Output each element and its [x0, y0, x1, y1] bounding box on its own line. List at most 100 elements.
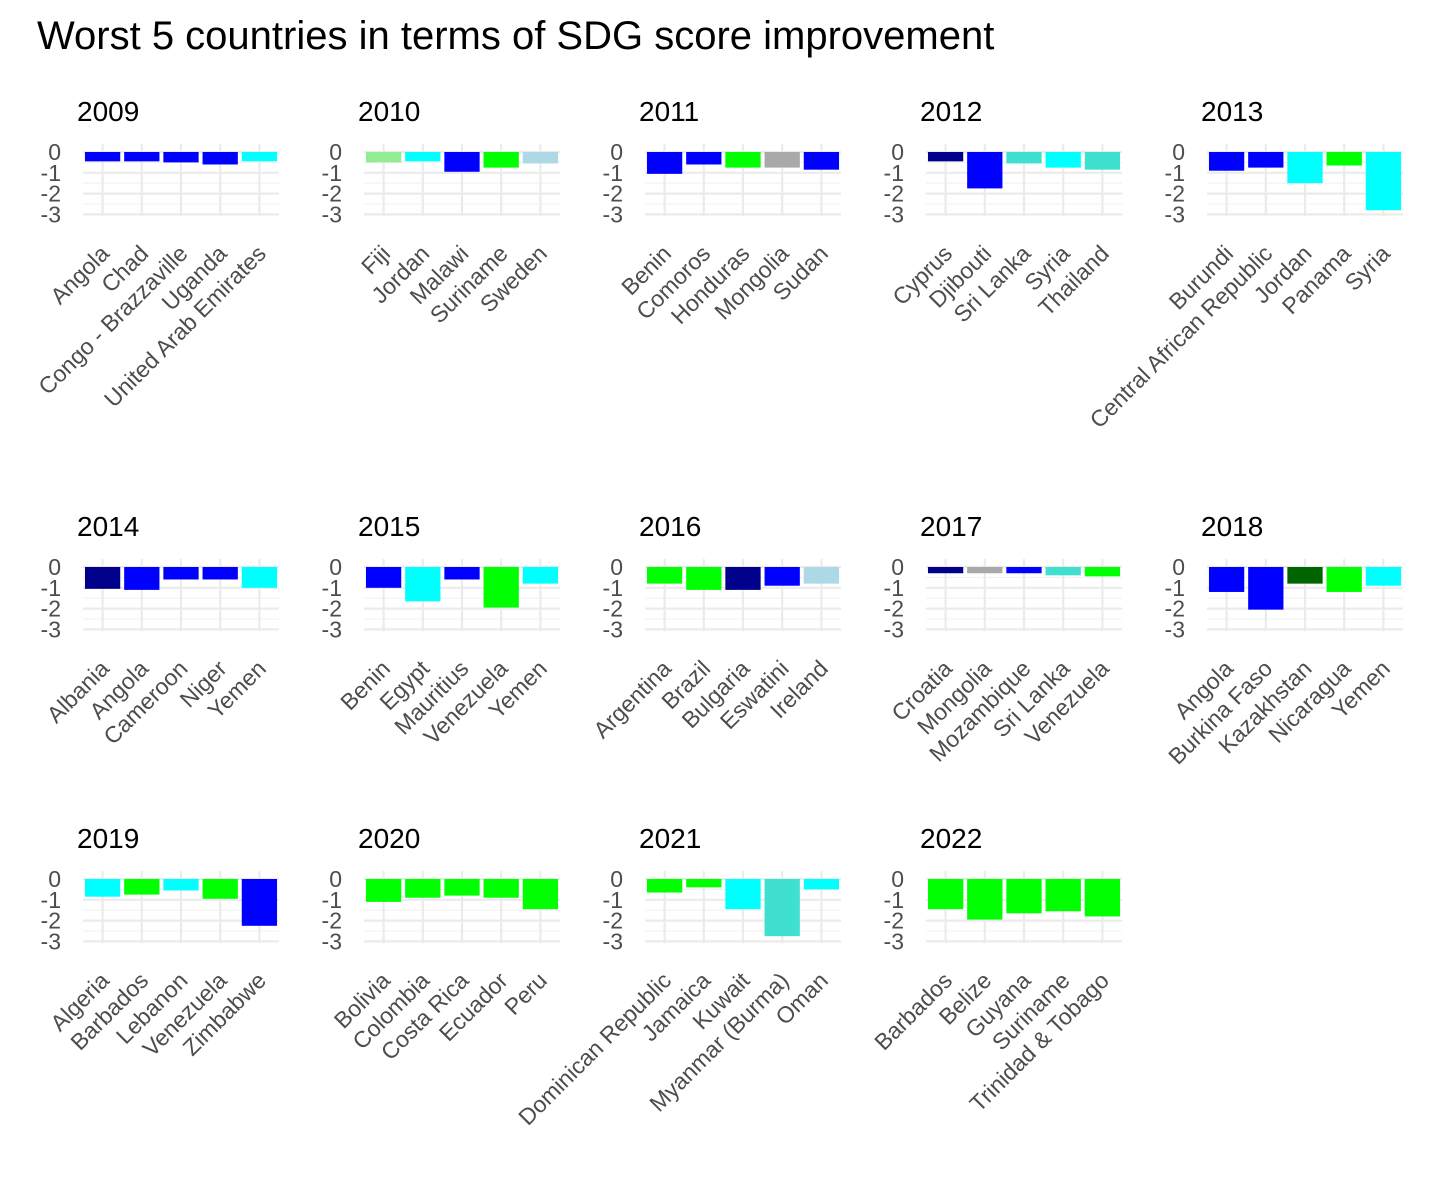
y-tick-label: -1	[603, 160, 623, 186]
y-tick-label: -3	[1165, 616, 1185, 642]
bar	[686, 879, 722, 888]
facet-panel-2016: 20160-1-2-3ArgentinaBrazilBulgariaEswati…	[588, 511, 841, 743]
y-tick-label: -3	[884, 201, 904, 227]
bar	[241, 567, 278, 588]
y-tick-label: 0	[1172, 554, 1185, 580]
facet-title: 2014	[77, 511, 139, 542]
facet-panel-2017: 20170-1-2-3CroatiaMongoliaMozambiqueSri …	[884, 511, 1122, 767]
bar	[444, 567, 480, 580]
bar	[1248, 567, 1284, 610]
facet-title: 2010	[358, 96, 420, 127]
bar	[1006, 152, 1042, 164]
chart-title: Worst 5 countries in terms of SDG score …	[37, 14, 995, 58]
y-tick-label: 0	[1172, 139, 1185, 165]
bar	[241, 152, 278, 162]
y-tick-label: -2	[603, 908, 623, 934]
y-tick-label: -1	[884, 575, 904, 601]
y-tick-label: -2	[41, 596, 61, 622]
bar	[686, 567, 722, 590]
y-tick-label: 0	[610, 866, 623, 892]
y-tick-label: -1	[603, 575, 623, 601]
bar	[405, 879, 441, 898]
bar	[803, 152, 840, 170]
bar	[1365, 567, 1402, 586]
x-tick-label: Syria	[1339, 240, 1395, 296]
facet-title: 2009	[77, 96, 139, 127]
facet-title: 2013	[1201, 96, 1263, 127]
y-tick-label: -3	[603, 616, 623, 642]
bar	[405, 567, 441, 602]
y-tick-label: -1	[603, 887, 623, 913]
bar	[1326, 152, 1362, 166]
bar	[1248, 152, 1284, 168]
y-tick-label: 0	[891, 139, 904, 165]
facet-title: 2022	[920, 823, 982, 854]
y-tick-label: -2	[884, 181, 904, 207]
bar	[202, 567, 238, 580]
bar	[1084, 152, 1121, 170]
y-tick-label: -3	[603, 928, 623, 954]
y-tick-label: -2	[603, 181, 623, 207]
bar	[444, 152, 480, 172]
y-tick-label: 0	[329, 554, 342, 580]
bar	[725, 879, 761, 910]
bar	[725, 152, 761, 168]
bar	[1208, 567, 1245, 592]
bar	[1045, 879, 1081, 912]
bar	[1365, 152, 1402, 211]
bar	[522, 567, 559, 584]
y-tick-label: -1	[322, 887, 342, 913]
y-tick-label: -1	[1165, 575, 1185, 601]
y-tick-label: -3	[1165, 201, 1185, 227]
bar	[241, 879, 278, 926]
y-tick-label: -1	[1165, 160, 1185, 186]
bar	[967, 152, 1003, 189]
bar	[646, 879, 683, 893]
bar	[803, 879, 840, 890]
bar	[84, 879, 121, 897]
y-tick-label: -2	[322, 181, 342, 207]
bar	[1006, 879, 1042, 914]
y-tick-label: -3	[41, 201, 61, 227]
facet-title: 2017	[920, 511, 982, 542]
bar	[764, 152, 800, 168]
bar	[803, 567, 840, 584]
y-tick-label: -3	[884, 616, 904, 642]
bar	[522, 152, 559, 164]
y-tick-label: -2	[884, 908, 904, 934]
bar	[483, 879, 519, 898]
facet-title: 2012	[920, 96, 982, 127]
bar	[967, 879, 1003, 920]
y-tick-label: -1	[41, 575, 61, 601]
bar	[927, 152, 964, 162]
x-tick-label: Peru	[499, 967, 552, 1020]
y-tick-label: 0	[610, 554, 623, 580]
bar	[124, 567, 160, 590]
bar	[646, 567, 683, 584]
y-tick-label: -1	[322, 575, 342, 601]
bar	[202, 152, 238, 165]
bar	[124, 152, 160, 162]
y-tick-label: -2	[1165, 181, 1185, 207]
bar	[1326, 567, 1362, 592]
y-tick-label: 0	[329, 866, 342, 892]
facet-panel-2014: 20140-1-2-3AlbaniaAngolaCameroonNigerYem…	[41, 511, 279, 749]
bar	[927, 567, 964, 574]
facet-panel-2015: 20150-1-2-3BeninEgyptMauritiusVenezuelaY…	[322, 511, 560, 750]
bar	[163, 879, 199, 891]
bar	[365, 152, 402, 163]
bar	[365, 567, 402, 588]
facet-title: 2016	[639, 511, 701, 542]
bar	[686, 152, 722, 165]
y-tick-label: 0	[610, 139, 623, 165]
bar	[522, 879, 559, 910]
facet-title: 2011	[639, 96, 699, 127]
facet-title: 2018	[1201, 511, 1263, 542]
y-tick-label: -2	[41, 181, 61, 207]
y-tick-label: -3	[603, 201, 623, 227]
bar	[124, 879, 160, 895]
